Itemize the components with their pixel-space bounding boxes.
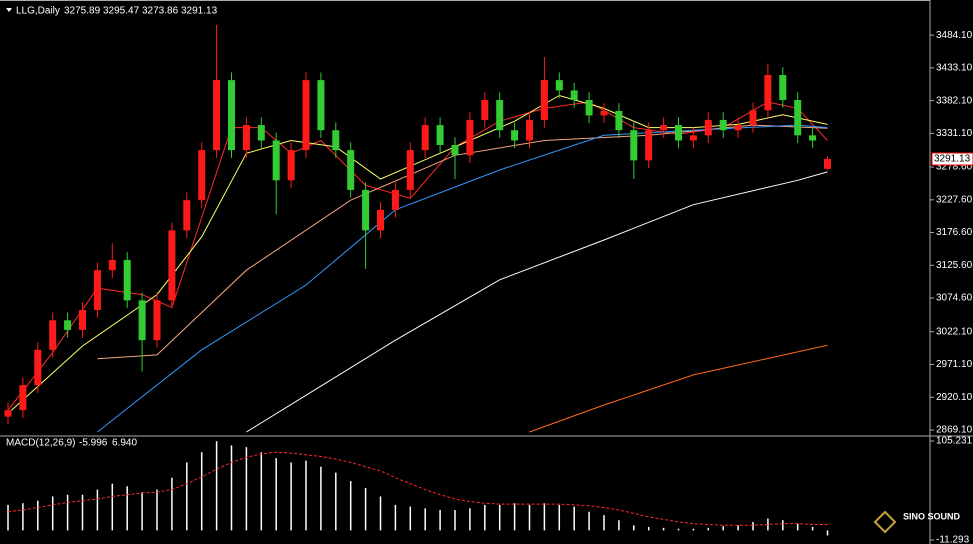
candle-body: [451, 144, 459, 156]
candle-body: [138, 300, 146, 341]
y-tick-label: 3176.60: [936, 227, 973, 238]
candle-body: [824, 159, 831, 169]
candle-body: [4, 410, 12, 417]
candle-body: [719, 119, 727, 131]
candle-body: [287, 150, 295, 181]
chart-title: LLG,Daily: [16, 6, 60, 17]
candle-body: [362, 189, 370, 231]
candle-body: [630, 130, 638, 161]
candle-body: [123, 259, 131, 301]
candle-body: [257, 125, 265, 141]
candle-body: [526, 119, 533, 141]
y-tick-label: 3484.10: [936, 30, 973, 41]
candle-body: [153, 300, 161, 341]
candle-body: [34, 349, 42, 386]
signal-value: 6.940: [112, 438, 137, 449]
candle-body: [347, 150, 355, 190]
menu-triangle: [6, 8, 12, 12]
candle-body: [436, 125, 444, 145]
candle-body: [332, 130, 340, 151]
candle-body: [198, 150, 206, 201]
candle-body: [377, 209, 384, 231]
moving-average: [97, 124, 828, 433]
candle-body: [600, 110, 608, 116]
y-tick-label: 3022.10: [936, 326, 973, 337]
candle-body: [317, 80, 325, 131]
y-tick-label: 105.231: [936, 436, 973, 447]
signal-line: [7, 451, 828, 526]
candle-body: [421, 125, 429, 151]
candle-body: [213, 80, 221, 151]
logo-icon: [873, 510, 897, 534]
close-value: 3291.13: [181, 6, 218, 17]
candle-body: [704, 119, 712, 136]
price-label: 3291.13: [934, 154, 971, 165]
candle-body: [779, 74, 787, 101]
macd-title: MACD(12,26,9): [6, 438, 75, 449]
macd-value: -5.996: [79, 438, 108, 449]
candle-body: [228, 80, 235, 151]
y-tick-label: 3125.60: [936, 260, 973, 271]
price-label-box: [931, 152, 973, 166]
candle-body: [585, 100, 593, 116]
candle-body: [570, 90, 578, 101]
candle-body: [809, 135, 817, 141]
moving-average: [246, 171, 828, 433]
moving-average: [7, 94, 828, 414]
y-tick-label: 3433.10: [936, 63, 973, 74]
candle-body: [183, 200, 191, 231]
candle-body: [511, 130, 519, 141]
candle-body: [734, 125, 742, 131]
candle-body: [49, 320, 57, 350]
logo-text: SINO SOUND: [903, 511, 961, 521]
candle-body: [675, 125, 682, 141]
y-tick-label: 3227.60: [936, 194, 973, 205]
y-tick-label: 3074.60: [936, 293, 973, 304]
candle-body: [19, 385, 27, 411]
candle-body: [302, 80, 310, 151]
candle-body: [794, 100, 802, 136]
y-tick-label: -11.293: [936, 535, 970, 544]
candle-body: [391, 189, 399, 210]
moving-average: [529, 344, 828, 433]
candle-body: [168, 230, 176, 301]
y-tick-label: 2920.10: [936, 392, 973, 403]
candle-body: [689, 135, 697, 141]
y-tick-label: 3278.60: [936, 162, 973, 173]
candle-body: [540, 80, 548, 120]
candle-body: [660, 125, 668, 131]
candle-body: [555, 80, 563, 91]
candle-body: [406, 150, 414, 190]
candle-body: [496, 100, 504, 131]
candle-body: [93, 270, 101, 310]
y-tick-label: 3382.10: [936, 95, 973, 106]
candle-body: [64, 320, 72, 330]
y-tick-label: 3331.10: [936, 128, 973, 139]
open-value: 3275.89: [64, 6, 101, 17]
low-value: 3273.86: [142, 6, 179, 17]
y-tick-label: 2971.10: [936, 359, 973, 370]
y-tick-label: 2869.10: [936, 425, 973, 436]
candle-body: [481, 100, 489, 120]
candle-body: [466, 119, 474, 156]
candle-body: [108, 259, 116, 271]
high-value: 3295.47: [103, 6, 140, 17]
candle-body: [764, 74, 772, 111]
candle-body: [79, 310, 86, 330]
candle-body: [645, 130, 653, 161]
candle-body: [615, 110, 623, 131]
candle-body: [242, 125, 250, 151]
candle-body: [272, 140, 280, 181]
candle-body: [749, 110, 757, 126]
